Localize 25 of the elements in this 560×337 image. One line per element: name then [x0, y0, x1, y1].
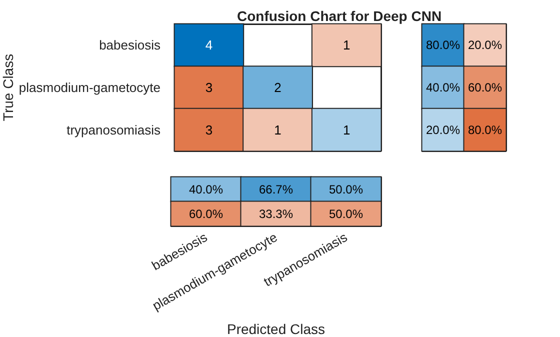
data-label: 1	[342, 122, 350, 138]
x-axis-title: Predicted Class	[226, 321, 326, 337]
y-tick-label: plasmodium-gametocyte	[18, 80, 161, 95]
data-label: 40.0%	[426, 80, 460, 94]
data-label: 20.0%	[468, 38, 502, 52]
y-tick-label: babesiosis	[99, 38, 162, 53]
y-axis-title: True Class	[0, 54, 16, 122]
y-tick-label: trypanosomiasis	[66, 122, 162, 138]
chart-title: Confusion Chart for Deep CNN	[237, 8, 442, 24]
data-label: 1	[274, 122, 282, 138]
data-label: 20.0%	[426, 122, 460, 137]
data-label: 4	[205, 38, 213, 53]
data-label: 50.0%	[328, 206, 364, 221]
data-label: 3	[205, 80, 213, 95]
data-label: 1	[342, 38, 350, 53]
data-label: 33.3%	[258, 206, 294, 221]
data-label: 66.7%	[258, 182, 294, 196]
data-label: 60.0%	[188, 206, 224, 221]
data-label: 50.0%	[328, 182, 364, 196]
data-label: 80.0%	[468, 122, 502, 137]
data-label: 3	[205, 122, 213, 138]
data-label: 60.0%	[468, 80, 502, 94]
data-label: 80.0%	[426, 38, 460, 52]
data-label: 2	[274, 80, 282, 95]
data-label: 40.0%	[188, 182, 224, 196]
